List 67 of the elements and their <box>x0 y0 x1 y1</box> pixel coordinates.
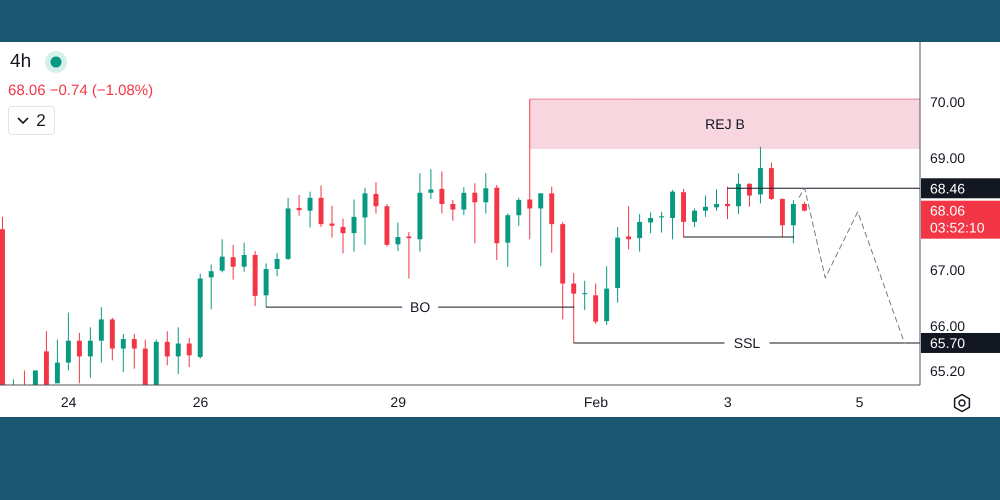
candlestick <box>450 200 456 222</box>
y-tick-label: 65.20 <box>930 362 966 379</box>
x-tick-label: Feb <box>584 394 608 410</box>
candlestick <box>186 337 192 368</box>
candlestick <box>164 330 170 366</box>
candlestick <box>242 242 247 272</box>
candlestick <box>208 264 214 310</box>
candlestick <box>428 168 434 200</box>
x-tick-label: 29 <box>390 394 406 410</box>
text: 68.06 03:52:10 <box>930 202 985 236</box>
candlestick <box>274 252 280 277</box>
x-tick-label: 26 <box>192 394 208 410</box>
text: 68.06 −0.74 (−1.08%) <box>8 82 154 99</box>
candlestick <box>230 244 236 280</box>
candlestick <box>406 231 412 280</box>
candlestick <box>66 312 71 371</box>
candlestick <box>176 326 181 375</box>
series-label: REJ B <box>705 116 745 132</box>
data-label: 68.46 <box>930 180 966 196</box>
candlestick <box>648 212 654 234</box>
y-tick-label: 66.00 <box>930 318 966 334</box>
candlestick <box>725 186 730 220</box>
candlestick <box>790 200 796 244</box>
y-tick-label: 69.00 <box>930 150 966 166</box>
candlestick <box>340 218 346 254</box>
candlestick <box>88 326 93 378</box>
series-label: BO <box>410 299 430 316</box>
candlestick <box>308 191 313 228</box>
candlestick <box>746 182 752 208</box>
candlestick <box>527 98 532 240</box>
candlestick <box>461 186 466 216</box>
y-tick-label: 70.00 <box>930 94 966 110</box>
x-tick-label: 3 <box>724 394 732 410</box>
candlestick <box>659 211 664 234</box>
candlestick <box>395 222 400 252</box>
candlestick <box>692 208 698 228</box>
candlestick <box>76 332 82 384</box>
candlestick <box>98 306 104 364</box>
candlestick <box>736 172 741 215</box>
toggle-button: 2 <box>8 106 55 135</box>
data-label: 65.70 <box>930 334 966 351</box>
candlestick <box>714 188 719 212</box>
candlestick <box>626 206 632 250</box>
x-tick-label: 24 <box>60 394 77 410</box>
candlestick <box>637 214 642 252</box>
candlestick <box>472 182 478 244</box>
series-label: SSL <box>734 334 760 351</box>
annotation: 2 <box>36 110 46 130</box>
candlestick <box>582 280 588 310</box>
candlestick <box>703 195 708 218</box>
candlestick <box>373 182 378 214</box>
candlestick <box>571 272 576 344</box>
candlestick <box>439 170 444 214</box>
candlestick <box>132 334 137 370</box>
candlestick <box>330 205 334 238</box>
candlestick <box>220 238 225 273</box>
y-tick-label: 67.00 <box>930 262 966 278</box>
candlestick <box>483 172 488 214</box>
candlestick <box>538 192 544 267</box>
candlestick <box>296 194 302 216</box>
candlestick <box>120 334 126 373</box>
x-tick-label: 5 <box>856 394 864 410</box>
candlestick <box>516 197 522 226</box>
candlestick <box>352 198 356 252</box>
candlestick <box>54 339 60 384</box>
candlestick <box>802 201 807 212</box>
text: 4h <box>10 51 32 73</box>
